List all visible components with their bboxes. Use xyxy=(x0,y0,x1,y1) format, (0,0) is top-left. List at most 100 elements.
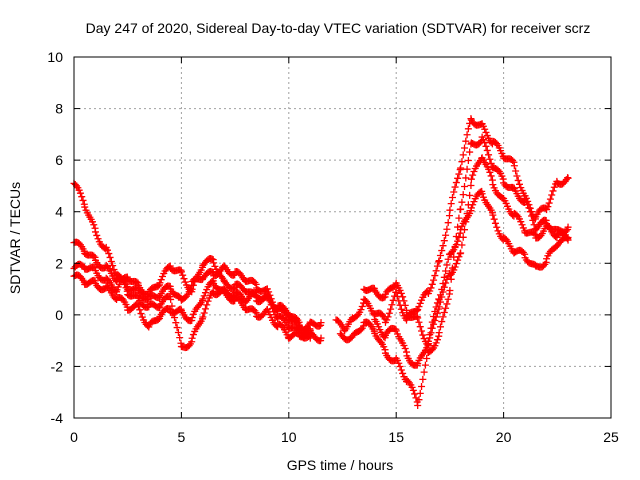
data-point xyxy=(461,144,469,152)
data-point xyxy=(451,263,459,271)
data-point xyxy=(564,236,572,244)
data-point xyxy=(493,223,501,231)
data-point xyxy=(430,276,438,284)
data-point xyxy=(263,290,271,298)
data-point xyxy=(387,305,395,313)
data-point xyxy=(481,139,489,147)
data-point xyxy=(109,262,117,270)
data-point xyxy=(265,293,273,301)
data-point xyxy=(426,331,434,339)
data-point xyxy=(452,179,460,187)
data-point xyxy=(458,198,466,206)
data-point xyxy=(395,359,403,367)
data-point xyxy=(137,310,145,318)
data-point xyxy=(462,174,470,182)
data-point xyxy=(76,273,84,281)
data-point xyxy=(442,267,450,275)
data-point xyxy=(426,287,434,295)
data-point xyxy=(90,263,98,271)
x-tick-label: 0 xyxy=(70,429,78,445)
data-point xyxy=(485,151,493,159)
data-point xyxy=(78,193,86,201)
data-point xyxy=(431,307,439,315)
data-point xyxy=(457,164,465,172)
data-point xyxy=(469,171,477,179)
x-tick-label: 25 xyxy=(603,429,619,445)
data-point xyxy=(418,327,426,335)
data-point xyxy=(388,301,396,309)
data-point xyxy=(438,247,446,255)
data-point xyxy=(416,299,424,307)
data-point xyxy=(399,293,407,301)
data-point xyxy=(543,206,551,214)
data-point xyxy=(428,280,436,288)
y-tick-label: -4 xyxy=(51,410,64,426)
y-tick-label: 8 xyxy=(55,101,63,117)
data-point xyxy=(415,396,423,404)
data-point xyxy=(357,306,365,314)
data-point xyxy=(419,375,427,383)
data-point xyxy=(543,255,551,263)
data-point xyxy=(104,275,112,283)
data-point xyxy=(188,314,196,322)
data-point xyxy=(529,216,537,224)
data-point xyxy=(267,301,275,309)
data-point xyxy=(107,258,115,266)
data-point xyxy=(199,313,207,321)
data-point xyxy=(134,302,142,310)
data-point xyxy=(90,221,98,229)
data-point xyxy=(440,273,448,281)
data-point xyxy=(436,291,444,299)
data-point xyxy=(188,334,196,342)
data-point xyxy=(481,125,489,133)
data-point xyxy=(157,276,165,284)
x-tick-label: 20 xyxy=(496,429,512,445)
data-point xyxy=(432,339,440,347)
data-point xyxy=(208,255,216,263)
data-point xyxy=(479,136,487,144)
y-tick-label: 6 xyxy=(55,152,63,168)
plot-frame xyxy=(73,56,612,419)
data-point xyxy=(514,176,522,184)
data-point xyxy=(203,301,211,309)
data-point xyxy=(451,183,459,191)
data-point xyxy=(439,313,447,321)
data-point xyxy=(524,200,532,208)
y-tick-label: 10 xyxy=(47,49,63,65)
data-point xyxy=(461,182,469,190)
data-point xyxy=(427,324,435,332)
data-point xyxy=(482,128,490,136)
data-point xyxy=(443,225,451,233)
data-points xyxy=(70,115,572,409)
data-point xyxy=(443,261,451,269)
data-point xyxy=(392,288,400,296)
data-point xyxy=(470,168,478,176)
data-point xyxy=(443,300,451,308)
data-point xyxy=(457,205,465,213)
data-point xyxy=(211,262,219,270)
x-tick-label: 5 xyxy=(178,429,186,445)
data-point xyxy=(435,329,443,337)
data-point xyxy=(436,251,444,259)
data-point xyxy=(268,305,276,313)
data-point xyxy=(459,151,467,159)
data-point xyxy=(446,206,454,214)
data-point xyxy=(317,334,325,342)
data-point xyxy=(455,170,463,178)
data-point xyxy=(75,186,83,194)
data-point xyxy=(200,309,208,317)
data-point xyxy=(397,289,405,297)
data-point xyxy=(201,305,209,313)
data-point xyxy=(525,204,533,212)
data-point xyxy=(409,386,417,394)
data-point xyxy=(510,162,518,170)
data-point xyxy=(464,156,472,164)
data-point xyxy=(545,199,553,207)
data-point xyxy=(110,265,118,273)
data-point xyxy=(427,284,435,292)
data-point xyxy=(172,319,180,327)
data-point xyxy=(317,319,325,327)
data-point xyxy=(401,301,409,309)
data-point xyxy=(106,253,114,261)
series-track-5 xyxy=(332,115,572,335)
